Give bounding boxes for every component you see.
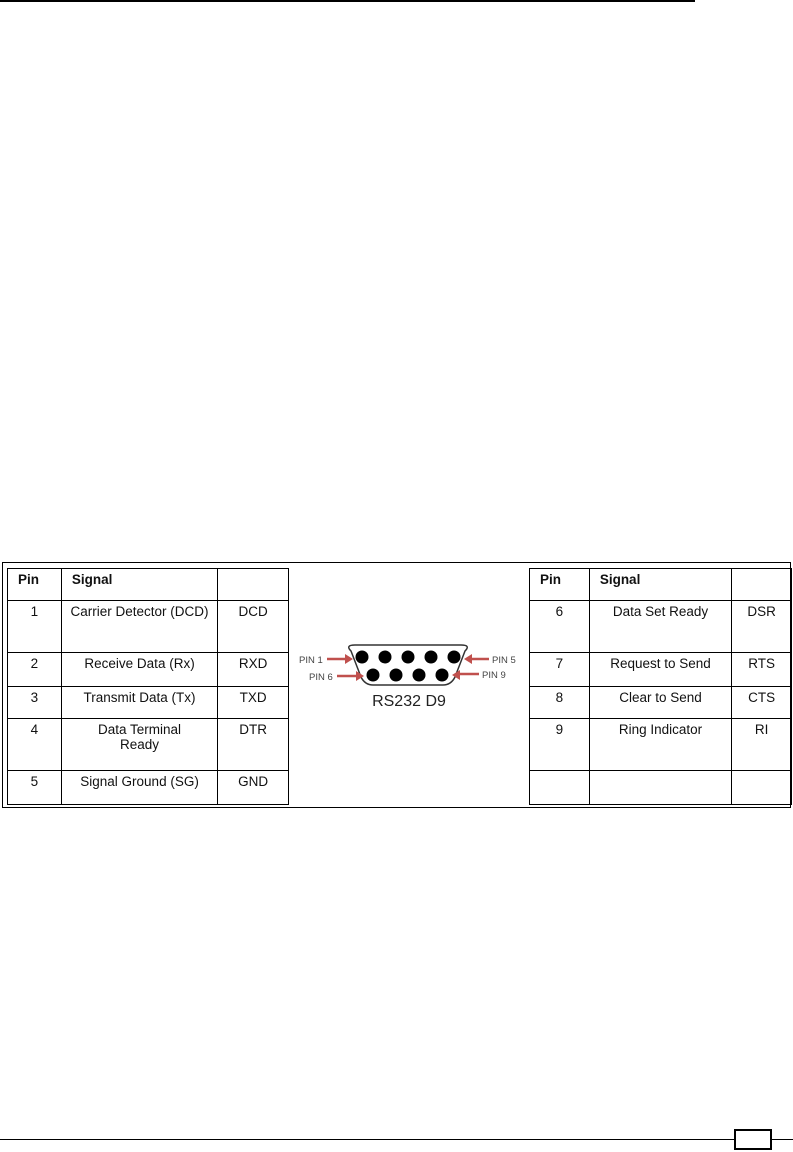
pin-cell: 5 — [7, 770, 62, 805]
signal-cell: Ring Indicator — [588, 718, 733, 771]
abbr-cell: GND — [217, 770, 289, 805]
pin-cell: 8 — [529, 686, 590, 719]
signal-cell: Request to Send — [588, 652, 733, 687]
pin-cell — [529, 770, 590, 805]
table-header-row: Pin Signal — [529, 568, 792, 601]
table-row: 5 Signal Ground (SG) GND — [7, 770, 289, 805]
table-row: 9 Ring Indicator RI — [529, 718, 792, 771]
abbr-cell: DTR — [217, 718, 289, 771]
table-row: 7 Request to Send RTS — [529, 652, 792, 687]
header-signal: Signal — [588, 568, 733, 601]
header-abbr — [217, 568, 289, 601]
signal-cell: Data Terminal Ready — [60, 718, 219, 771]
table-row: 2 Receive Data (Rx) RXD — [7, 652, 289, 687]
footer-rule — [0, 1139, 793, 1140]
abbr-cell — [731, 770, 792, 805]
header-pin: Pin — [7, 568, 62, 601]
pin-cell: 4 — [7, 718, 62, 771]
signal-cell: Clear to Send — [588, 686, 733, 719]
abbr-cell: RXD — [217, 652, 289, 687]
db9-connector-diagram: PIN 1 PIN 6 PIN 5 PIN 9 RS232 D9 — [299, 644, 516, 710]
pin-cell: 2 — [7, 652, 62, 687]
right-pin-table: Pin Signal 6 Data Set Ready DSR 7 Request t… — [529, 568, 792, 805]
header-signal: Signal — [60, 568, 219, 601]
connector-title: RS232 D9 — [372, 693, 446, 710]
table-row: 3 Transmit Data (Tx) TXD — [7, 686, 289, 719]
signal-cell: Carrier Detector (DCD) — [60, 600, 219, 653]
pin1-label: PIN 1 — [299, 655, 323, 666]
signal-cell: Data Set Ready — [588, 600, 733, 653]
pin-cell: 3 — [7, 686, 62, 719]
pin-cell: 9 — [529, 718, 590, 771]
table-row: 8 Clear to Send CTS — [529, 686, 792, 719]
table-row — [529, 770, 792, 805]
signal-cell — [588, 770, 733, 805]
pin-cell: 6 — [529, 600, 590, 653]
table-row: 1 Carrier Detector (DCD) DCD — [7, 600, 289, 653]
abbr-cell: RI — [731, 718, 792, 771]
table-row: 4 Data Terminal Ready DTR — [7, 718, 289, 771]
pin-cell: 7 — [529, 652, 590, 687]
pin-holes — [355, 650, 461, 682]
pin-cell: 1 — [7, 600, 62, 653]
pin5-label: PIN 5 — [492, 655, 516, 666]
abbr-cell: TXD — [217, 686, 289, 719]
pin9-label: PIN 9 — [482, 670, 506, 681]
signal-cell: Signal Ground (SG) — [60, 770, 219, 805]
pin6-label: PIN 6 — [309, 672, 333, 683]
signal-cell: Receive Data (Rx) — [60, 652, 219, 687]
abbr-cell: RTS — [731, 652, 792, 687]
abbr-cell: DSR — [731, 600, 792, 653]
table-header-row: Pin Signal — [7, 568, 289, 601]
header-pin: Pin — [529, 568, 590, 601]
header-abbr — [731, 568, 792, 601]
table-row: 6 Data Set Ready DSR — [529, 600, 792, 653]
header-rule — [0, 0, 695, 2]
signal-cell: Transmit Data (Tx) — [60, 686, 219, 719]
abbr-cell: DCD — [217, 600, 289, 653]
abbr-cell: CTS — [731, 686, 792, 719]
page-number-box — [734, 1129, 772, 1150]
